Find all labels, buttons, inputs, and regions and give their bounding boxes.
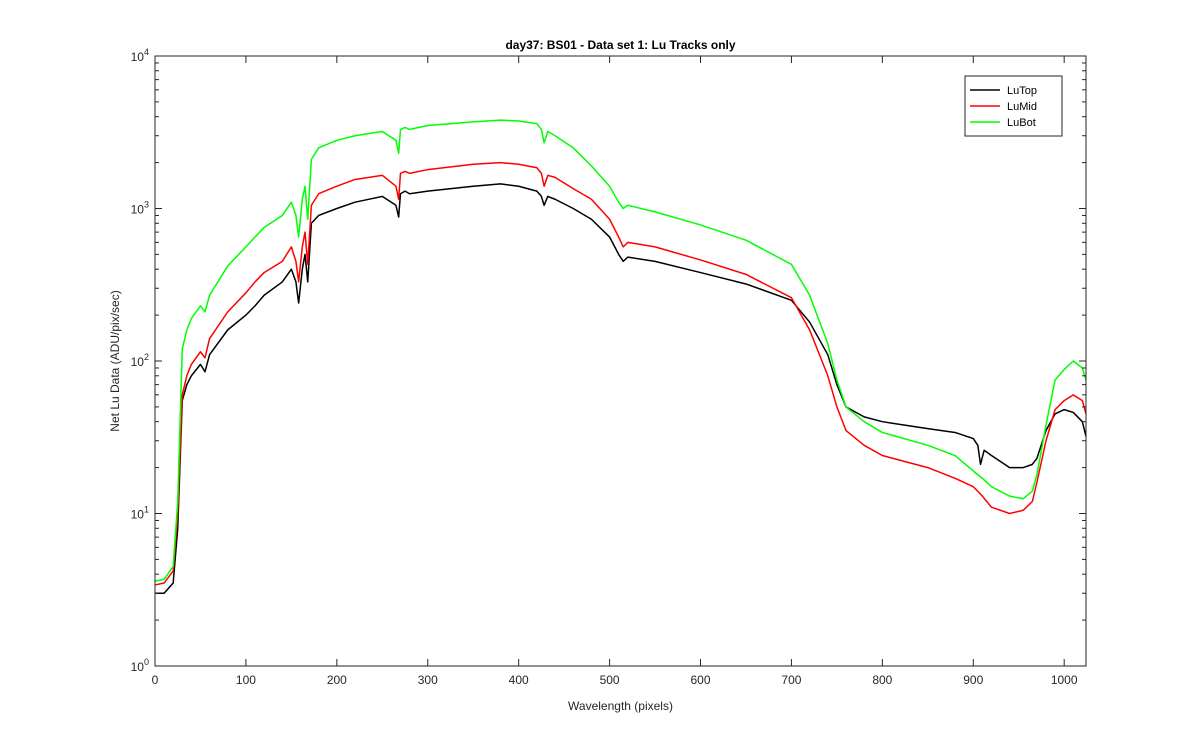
chart-title: day37: BS01 - Data set 1: Lu Tracks only: [505, 38, 735, 52]
x-tick-label: 200: [327, 673, 347, 687]
x-axis-label: Wavelength (pixels): [568, 699, 673, 713]
series-layer: [154, 119, 1087, 594]
y-tick-label: 100: [131, 657, 149, 674]
x-tick-label: 1000: [1051, 673, 1078, 687]
x-tick-label: 800: [872, 673, 892, 687]
ticks-layer: 0 100 200 300 400 500 600 700 800 900 100010010110…: [131, 47, 1086, 687]
x-tick-label: 100: [236, 673, 256, 687]
legend-label: LuBot: [1007, 117, 1036, 129]
y-tick-label: 103: [131, 200, 149, 217]
x-tick-label: 0: [152, 673, 159, 687]
y-axis-label: Net Lu Data (ADU/pix/sec): [108, 290, 122, 431]
y-tick-label: 101: [131, 505, 149, 522]
x-tick-label: 900: [963, 673, 983, 687]
axes-box: [154, 55, 1087, 667]
x-tick-label: 500: [600, 673, 620, 687]
legend: LuTop LuMid LuBot: [964, 75, 1063, 137]
series-line-lubot: [154, 119, 1087, 582]
x-tick-label: 300: [418, 673, 438, 687]
y-tick-label: 102: [131, 352, 149, 369]
legend-label: LuMid: [1007, 101, 1037, 113]
y-tick-label: 104: [131, 47, 149, 64]
x-tick-label: 400: [509, 673, 529, 687]
x-tick-label: 700: [781, 673, 801, 687]
legend-label: LuTop: [1007, 85, 1037, 97]
series-line-lutop: [155, 183, 1087, 594]
series-line-lumid: [154, 161, 1087, 586]
plot-area: [155, 56, 1086, 666]
x-tick-label: 600: [690, 673, 710, 687]
